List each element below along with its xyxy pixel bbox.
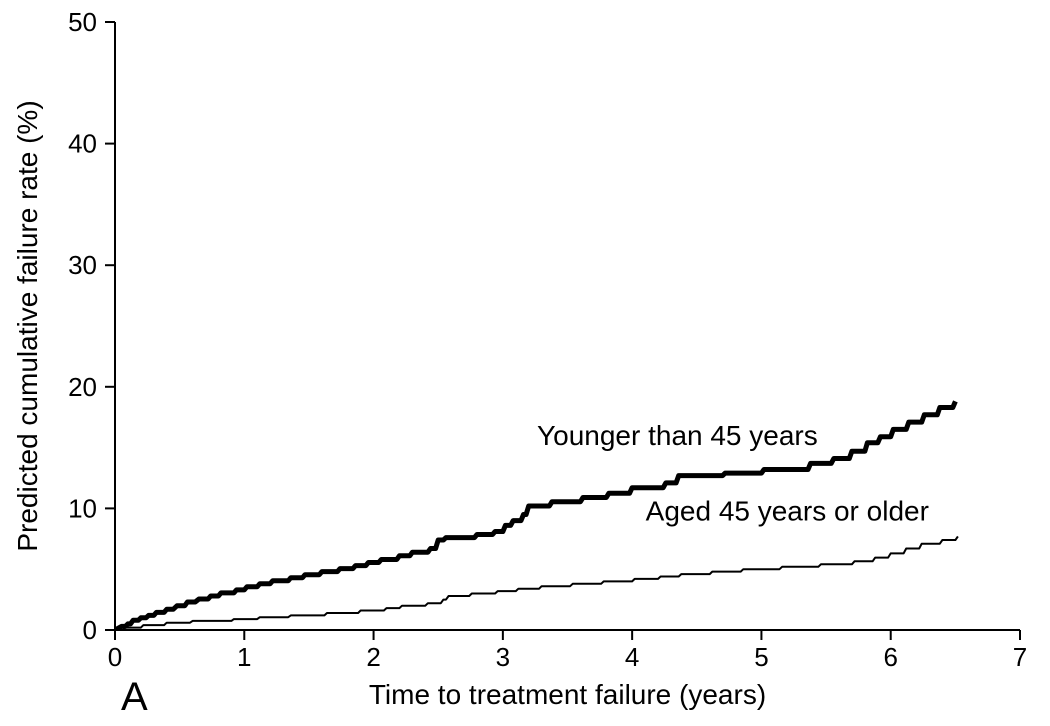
x-tick-label: 6	[883, 642, 897, 672]
x-tick-label: 4	[625, 642, 639, 672]
y-tick-label: 0	[83, 615, 97, 645]
x-axis-title: Time to treatment failure (years)	[369, 679, 766, 710]
y-tick-label: 50	[68, 7, 97, 37]
chart-bg	[0, 0, 1050, 726]
y-tick-label: 40	[68, 129, 97, 159]
series-label-aged-45-or-older: Aged 45 years or older	[646, 496, 929, 527]
x-tick-label: 2	[366, 642, 380, 672]
y-tick-label: 10	[68, 493, 97, 523]
y-tick-label: 30	[68, 250, 97, 280]
y-axis-title: Predicted cumulative failure rate (%)	[12, 100, 43, 551]
x-tick-label: 0	[108, 642, 122, 672]
y-tick-label: 20	[68, 372, 97, 402]
chart-container: 0 1 2 3 4 5 6 7 0 10 20 30 40 50 Time to treatment fai…	[0, 0, 1050, 726]
panel-letter: A	[121, 675, 148, 719]
survival-chart: 0 1 2 3 4 5 6 7 0 10 20 30 40 50 Time to treatment fai…	[0, 0, 1050, 726]
x-tick-label: 5	[754, 642, 768, 672]
x-tick-label: 1	[237, 642, 251, 672]
x-tick-label: 3	[496, 642, 510, 672]
series-label-younger-than-45: Younger than 45 years	[537, 420, 818, 451]
x-tick-label: 7	[1013, 642, 1027, 672]
